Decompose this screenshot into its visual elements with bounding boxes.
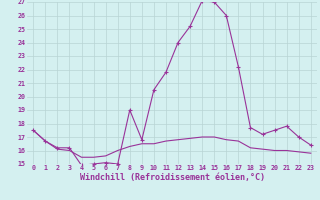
X-axis label: Windchill (Refroidissement éolien,°C): Windchill (Refroidissement éolien,°C) [79, 173, 265, 182]
